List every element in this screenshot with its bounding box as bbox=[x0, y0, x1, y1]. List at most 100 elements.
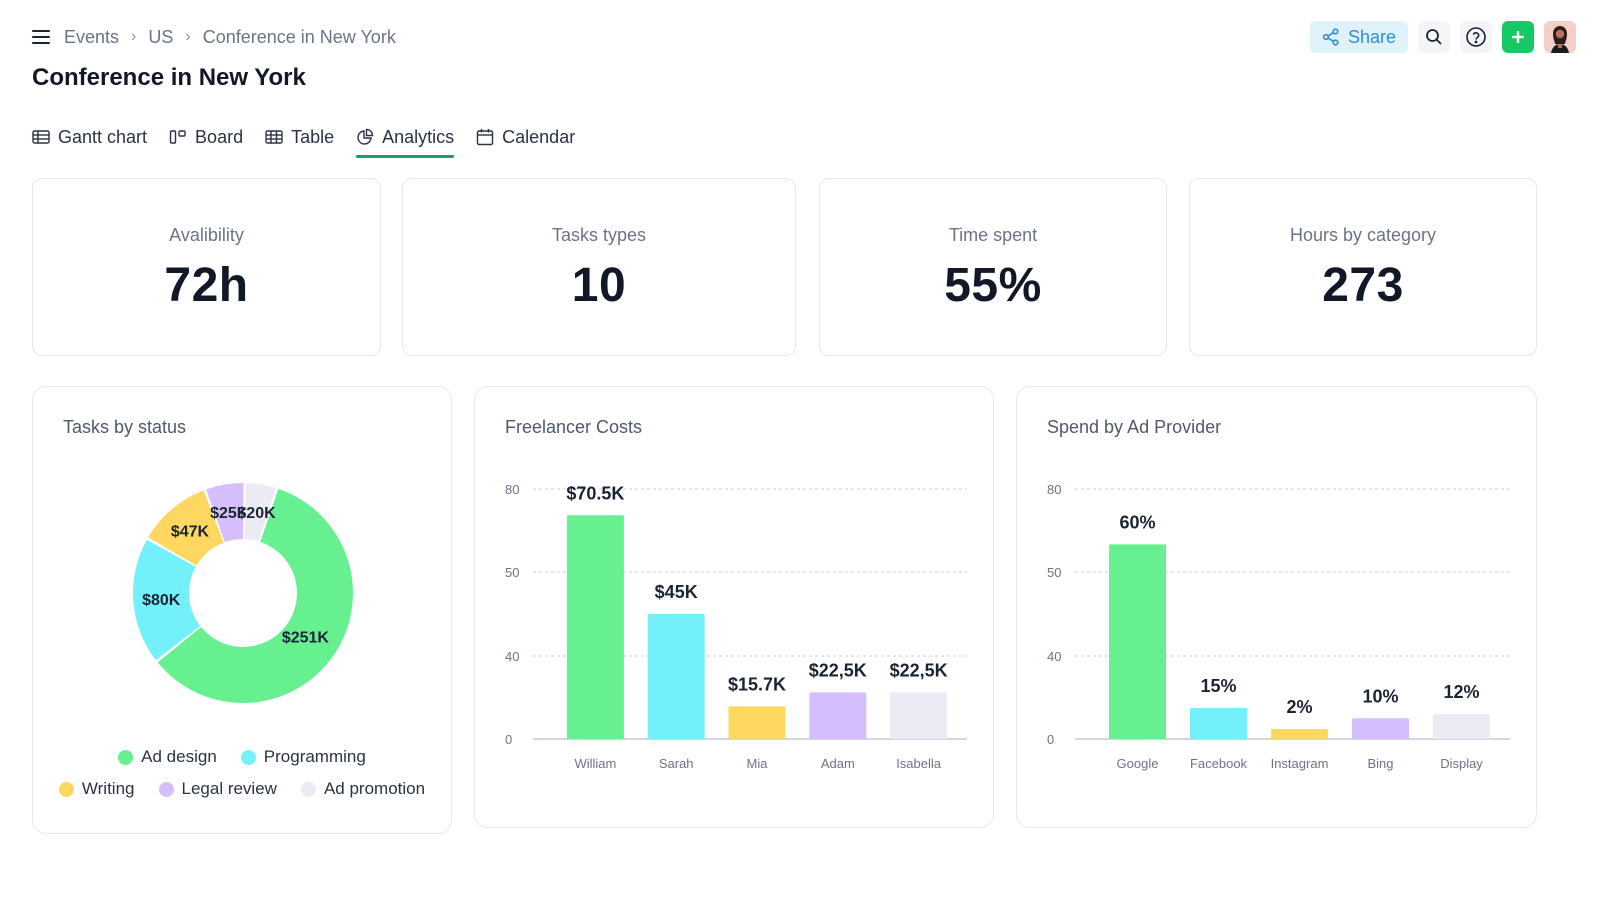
chart-title: Spend by Ad Provider bbox=[1047, 417, 1222, 437]
tab-gantt-chart[interactable]: Gantt chart bbox=[32, 116, 147, 158]
x-tick-label: Facebook bbox=[1190, 756, 1248, 771]
slice-label: $251K bbox=[282, 629, 330, 646]
y-tick-label: 80 bbox=[1047, 482, 1061, 497]
view-tabs: Gantt chart Board Table Analytics Calend… bbox=[32, 116, 575, 158]
bar-value-label: 10% bbox=[1362, 686, 1398, 706]
tab-table[interactable]: Table bbox=[265, 116, 334, 158]
kpi-card-hours-by-category: Hours by category 273 bbox=[1189, 178, 1537, 356]
help-button[interactable] bbox=[1460, 21, 1492, 53]
bar bbox=[1271, 729, 1328, 739]
y-tick-label: 40 bbox=[1047, 649, 1061, 664]
donut-slice bbox=[157, 488, 354, 703]
plus-icon bbox=[1512, 31, 1524, 43]
x-tick-label: Adam bbox=[821, 756, 855, 771]
legend-item: Programming bbox=[240, 747, 366, 767]
share-icon bbox=[1322, 28, 1339, 46]
x-tick-label: Instagram bbox=[1271, 756, 1329, 771]
bar bbox=[890, 692, 948, 739]
x-tick-label: Sarah bbox=[659, 756, 694, 771]
slice-label: $80K bbox=[142, 592, 181, 609]
kpi-label: Hours by category bbox=[1289, 225, 1437, 245]
x-tick-label: William bbox=[574, 756, 616, 771]
y-tick-label: 50 bbox=[505, 565, 519, 580]
bar-value-label: $22,5K bbox=[809, 660, 867, 680]
donut-slice bbox=[206, 483, 244, 543]
table-icon bbox=[265, 130, 283, 144]
search-icon bbox=[1426, 29, 1442, 45]
legend-item: Writing bbox=[58, 779, 135, 799]
spend-by-ad-provider-card: Spend by Ad Provider 0 40 50 80 60% Google 15%… bbox=[1016, 386, 1537, 828]
x-tick-label: Google bbox=[1117, 756, 1159, 771]
calendar-icon bbox=[476, 129, 494, 146]
legend-item: Ad promotion bbox=[300, 779, 425, 799]
bar-value-label: $15.7K bbox=[728, 674, 786, 694]
kpi-card-time-spent: Time spent 55% bbox=[819, 178, 1167, 356]
user-avatar-icon bbox=[1544, 21, 1576, 53]
add-button[interactable] bbox=[1502, 21, 1534, 53]
search-button[interactable] bbox=[1418, 21, 1450, 53]
donut-slice bbox=[244, 483, 276, 542]
header-actions: Share bbox=[1309, 21, 1576, 53]
x-tick-label: Display bbox=[1440, 756, 1483, 771]
top-bar: Events › US › Conference in New York Sha… bbox=[32, 21, 1576, 53]
bar bbox=[809, 692, 867, 739]
chart-title: Freelancer Costs bbox=[505, 417, 643, 437]
tab-board[interactable]: Board bbox=[169, 116, 243, 158]
bar bbox=[647, 614, 705, 739]
legend-item: Ad design bbox=[118, 747, 217, 767]
page-title: Conference in New York bbox=[32, 64, 306, 91]
bar bbox=[1109, 544, 1166, 739]
share-button[interactable]: Share bbox=[1309, 21, 1408, 53]
y-tick-label: 0 bbox=[505, 732, 512, 747]
gantt-icon bbox=[32, 130, 50, 144]
menu-icon[interactable] bbox=[32, 30, 50, 44]
y-tick-label: 80 bbox=[505, 482, 519, 497]
board-icon bbox=[169, 130, 186, 144]
chevron-right-icon: › bbox=[185, 28, 191, 45]
kpi-value: 10 bbox=[571, 259, 627, 312]
bar bbox=[728, 706, 786, 739]
tasks-by-status-card: Tasks by status $251K $80K $47K $25K $20K Ad… bbox=[32, 386, 452, 834]
bar bbox=[566, 515, 624, 739]
x-tick-label: Isabella bbox=[896, 756, 942, 771]
slice-label: $25K bbox=[210, 505, 249, 522]
breadcrumb-item-us[interactable]: US bbox=[148, 26, 174, 47]
avatar[interactable] bbox=[1544, 21, 1576, 53]
tab-label: Board bbox=[195, 126, 244, 147]
bar bbox=[1190, 707, 1247, 739]
tab-label: Calendar bbox=[502, 126, 576, 147]
chevron-right-icon: › bbox=[131, 28, 137, 45]
bar bbox=[1433, 714, 1490, 739]
slice-label: $47K bbox=[171, 523, 210, 540]
y-tick-label: 40 bbox=[505, 649, 519, 664]
bar-value-label: $70.5K bbox=[566, 483, 624, 503]
kpi-value: 55% bbox=[944, 259, 1042, 312]
kpi-label: Time spent bbox=[948, 225, 1038, 245]
tab-label: Table bbox=[291, 126, 335, 147]
legend-item: Legal review bbox=[158, 779, 277, 799]
kpi-card-task-types: Tasks types 10 bbox=[402, 178, 796, 356]
breadcrumb-item-events[interactable]: Events bbox=[64, 26, 120, 47]
freelancer-costs-card: Freelancer Costs 0 40 50 80 $70.5K William $45… bbox=[474, 386, 994, 828]
breadcrumb: Events › US › Conference in New York bbox=[64, 27, 396, 48]
tab-analytics[interactable]: Analytics bbox=[356, 116, 455, 158]
help-icon bbox=[1466, 27, 1486, 47]
tab-calendar[interactable]: Calendar bbox=[476, 116, 575, 158]
kpi-card-availability: Avalibility 72h bbox=[32, 178, 381, 356]
bar-value-label: 60% bbox=[1119, 512, 1155, 532]
breadcrumb-item-current[interactable]: Conference in New York bbox=[202, 26, 396, 47]
kpi-value: 72h bbox=[164, 259, 249, 312]
tab-label: Analytics bbox=[382, 126, 455, 147]
bar-value-label: 12% bbox=[1443, 682, 1479, 702]
donut-slice bbox=[132, 539, 201, 661]
bar-value-label: 2% bbox=[1286, 697, 1312, 717]
x-tick-label: Mia bbox=[747, 756, 769, 771]
bar-value-label: $22,5K bbox=[890, 660, 948, 680]
bar-value-label: $45K bbox=[655, 582, 698, 602]
x-tick-label: Bing bbox=[1367, 756, 1393, 771]
bar bbox=[1352, 718, 1409, 739]
analytics-icon bbox=[357, 128, 374, 145]
y-tick-label: 0 bbox=[1047, 732, 1054, 747]
kpi-value: 273 bbox=[1322, 259, 1404, 312]
y-tick-label: 50 bbox=[1047, 565, 1061, 580]
